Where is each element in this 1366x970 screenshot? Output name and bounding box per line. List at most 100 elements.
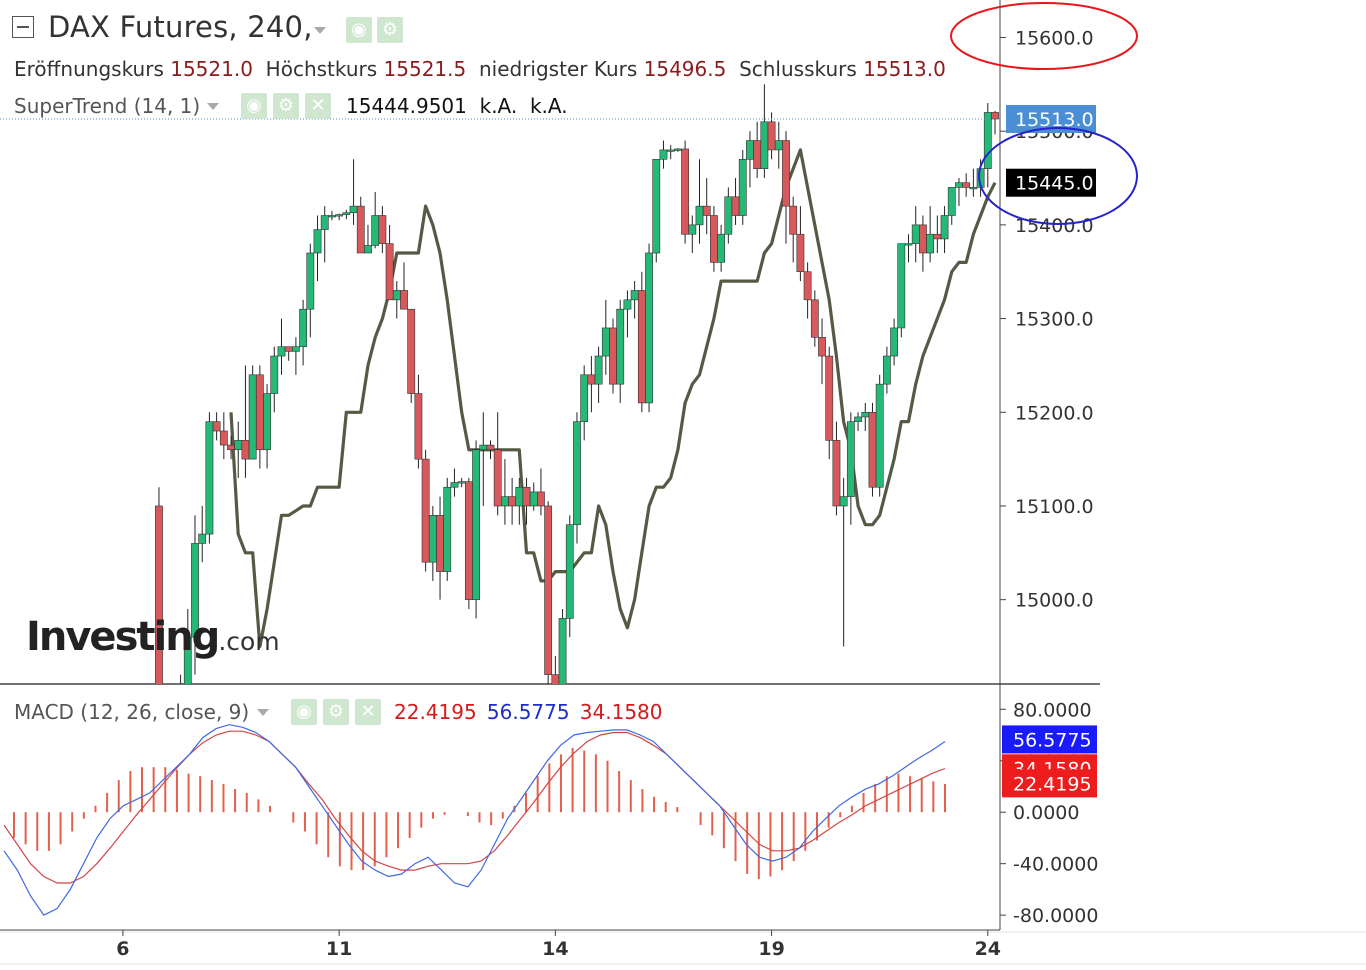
- macd-axis: 80.000040.00000.0000-40.0000-80.000056.5…: [1000, 699, 1098, 927]
- eye-icon[interactable]: ◉: [241, 93, 267, 119]
- close-icon[interactable]: ✕: [305, 93, 331, 119]
- candle-down: [782, 140, 790, 207]
- candle-down: [508, 496, 517, 507]
- candle-down: [551, 674, 560, 684]
- supertrend-path: [229, 148, 997, 649]
- macd-value-tag: [1002, 725, 1097, 754]
- chevron-down-icon[interactable]: [207, 103, 219, 110]
- macd-value-tag-label: 22.4195: [1013, 773, 1092, 795]
- candle-up: [328, 215, 336, 218]
- red-circle-annotation: [950, 2, 1138, 70]
- chevron-down-icon[interactable]: [257, 709, 269, 716]
- candle-up: [515, 486, 524, 507]
- candle-down: [537, 491, 545, 507]
- candle-down: [464, 481, 473, 600]
- candle-up: [926, 233, 935, 254]
- candle-up: [371, 215, 380, 246]
- candles: [155, 84, 999, 684]
- candle-down: [493, 449, 502, 507]
- candle-down: [818, 337, 826, 357]
- macd-label: MACD (12, 26, close, 9): [14, 700, 250, 724]
- macd-main-line: [3, 724, 946, 916]
- candle-up: [529, 491, 538, 507]
- candle-down: [241, 440, 250, 460]
- macd-tick-label: 80.0000: [1013, 699, 1092, 721]
- candle-down: [356, 205, 365, 254]
- macd-values: 22.4195 56.5775 34.1580: [394, 700, 663, 724]
- close-icon[interactable]: ✕: [355, 699, 381, 725]
- gear-icon[interactable]: ⚙: [377, 17, 403, 43]
- candle-down: [832, 440, 841, 507]
- candle-up: [673, 148, 682, 151]
- ohlc-high-value: 15521.5: [383, 57, 467, 81]
- candle-down: [803, 271, 812, 301]
- candle-up: [904, 243, 913, 246]
- candle-up: [875, 383, 884, 488]
- supertrend-values: 15444.9501 k.A. k.A.: [346, 94, 568, 118]
- supertrend-tag: [1006, 168, 1096, 197]
- ohlc-low-value: 15496.5: [643, 57, 727, 81]
- ohlc-close-label: Schlusskurs: [739, 57, 857, 81]
- macd-tick-label: 0.0000: [1013, 802, 1079, 824]
- candle-down: [868, 411, 877, 488]
- eye-icon[interactable]: ◉: [291, 699, 317, 725]
- candle-up: [969, 187, 978, 190]
- candle-up: [248, 374, 257, 460]
- supertrend-line: [229, 148, 997, 649]
- investing-logo: Investing.com: [26, 614, 280, 660]
- annotations: [950, 2, 1138, 225]
- candle-up: [911, 224, 920, 244]
- candle-down: [789, 205, 798, 235]
- candle-down: [407, 308, 416, 394]
- time-tick-label: 24: [975, 938, 1001, 960]
- price-axis: 15000.015100.015200.015300.015400.015500…: [1000, 27, 1094, 612]
- candle-down: [227, 444, 235, 451]
- candle-up: [861, 411, 870, 418]
- ohlc-close-value: 15513.0: [863, 57, 946, 81]
- candle-down: [436, 515, 444, 572]
- ohlc-open-value: 15521.0: [170, 57, 253, 81]
- chart-title: DAX Futures, 240,: [48, 10, 313, 44]
- candle-up: [724, 196, 733, 235]
- ohlc-open-label: Eröffnungskurs: [14, 57, 164, 81]
- candle-down: [731, 196, 740, 216]
- collapse-icon[interactable]: [12, 16, 34, 38]
- candle-down: [385, 243, 394, 301]
- candle-up: [263, 393, 271, 451]
- candle-down: [710, 215, 718, 263]
- candle-down: [544, 505, 553, 675]
- candle-up: [854, 416, 862, 422]
- candle-up: [983, 112, 992, 169]
- macd-tick-label: -80.0000: [1013, 905, 1098, 927]
- candle-up: [738, 158, 747, 216]
- candle-up: [746, 140, 754, 160]
- candle-up: [695, 205, 704, 226]
- gear-icon[interactable]: ⚙: [323, 699, 349, 725]
- candle-up: [659, 149, 668, 160]
- candle-up: [645, 252, 653, 404]
- candle-down: [284, 346, 293, 352]
- candle-up: [616, 308, 625, 385]
- candle-up: [198, 533, 207, 544]
- candle-up: [601, 327, 610, 357]
- macd-signal-line: [3, 730, 946, 884]
- candle-down: [681, 148, 689, 235]
- chevron-down-icon[interactable]: [314, 27, 326, 34]
- candle-down: [155, 505, 163, 684]
- eye-icon[interactable]: ◉: [346, 17, 372, 43]
- price-tick-label: 15600.0: [1015, 27, 1094, 49]
- candle-up: [882, 355, 891, 385]
- price-tick-label: 15400.0: [1015, 215, 1094, 237]
- candle-up: [183, 636, 192, 684]
- candle-up: [291, 346, 300, 352]
- macd-pane: [3, 724, 946, 916]
- macd-hist-value: 22.4195: [394, 700, 477, 724]
- ohlc-bar: Eröffnungskurs 15521.0 Höchstkurs 15521.…: [14, 57, 946, 81]
- candle-up: [573, 421, 581, 526]
- candle-up: [760, 121, 769, 169]
- candle-down: [587, 374, 596, 385]
- supertrend-na: k.A.: [529, 94, 568, 118]
- gear-icon[interactable]: ⚙: [273, 93, 299, 119]
- candle-up: [501, 496, 509, 507]
